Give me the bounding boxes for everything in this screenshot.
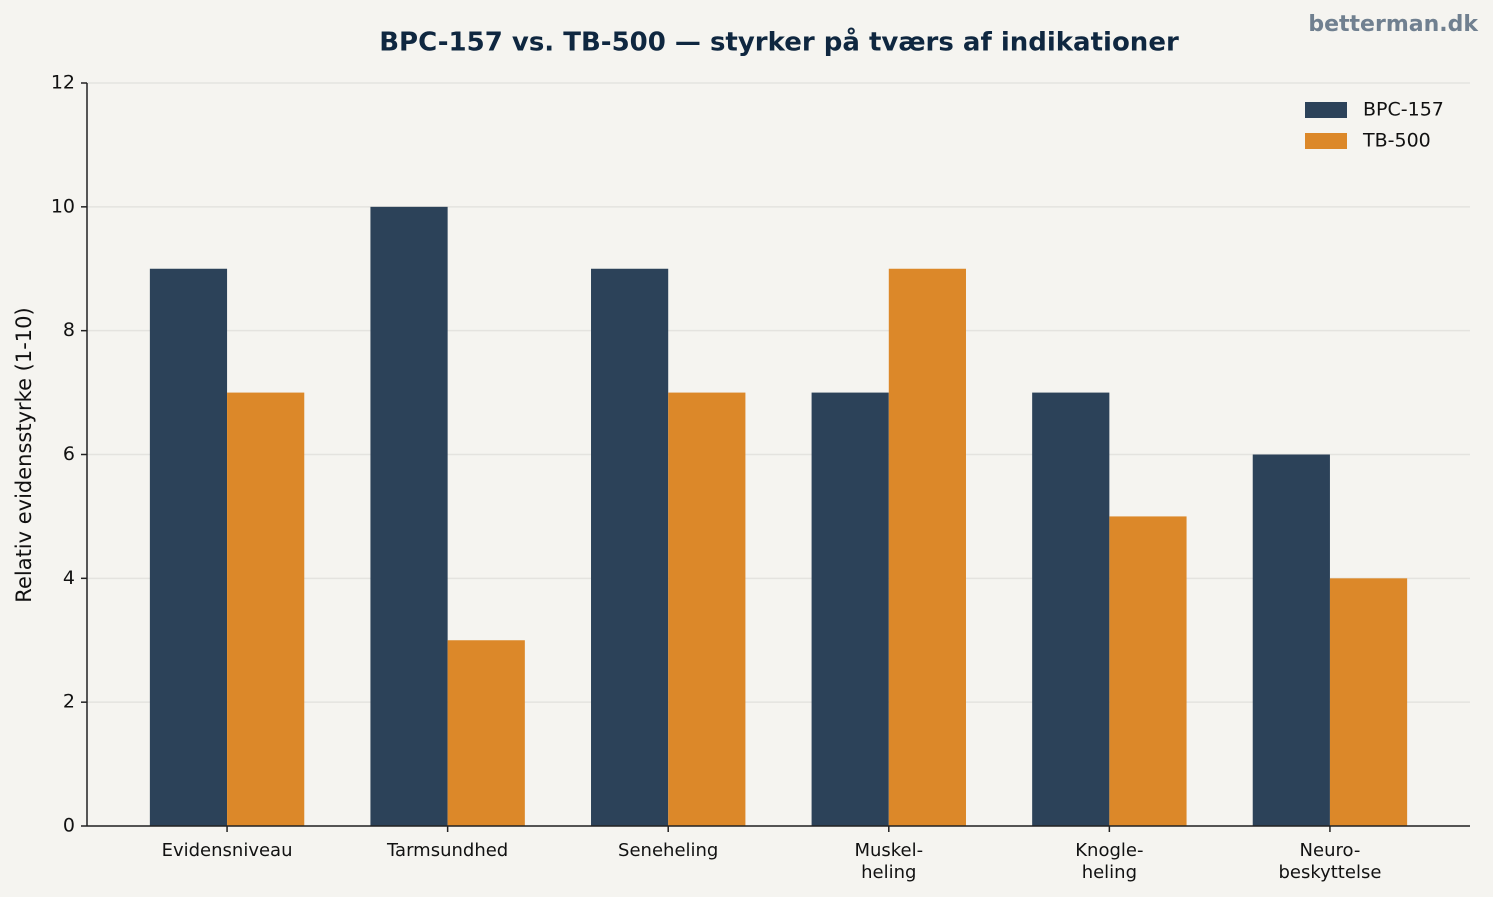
x-tick-label: Seneheling: [618, 840, 718, 861]
chart-title: BPC-157 vs. TB-500 — styrker på tværs af…: [379, 26, 1179, 58]
bar: [811, 392, 889, 826]
y-tick-label: 2: [63, 691, 75, 713]
y-tick-label: 6: [63, 443, 75, 465]
legend-swatch: [1305, 133, 1347, 149]
legend-label: BPC-157: [1363, 99, 1444, 121]
bar: [1109, 516, 1187, 826]
x-tick-label: Evidensniveau: [162, 840, 293, 861]
y-tick-label: 12: [51, 72, 75, 94]
bar: [591, 268, 669, 826]
bar: [1329, 578, 1408, 826]
bar: [149, 268, 228, 826]
bar: [370, 206, 448, 827]
x-tick-label: Tarmsundhed: [386, 840, 508, 861]
x-tick-label: Neuro-beskyttelse: [1278, 840, 1381, 883]
bar: [668, 392, 746, 826]
y-tick-label: 4: [63, 567, 75, 589]
bar: [1252, 454, 1330, 826]
y-tick-label: 8: [63, 319, 75, 341]
legend-swatch: [1305, 102, 1347, 118]
bar: [1032, 392, 1110, 826]
y-axis-label: Relativ evidensstyrke (1-10): [12, 307, 36, 602]
watermark: betterman.dk: [1308, 12, 1479, 37]
bar: [888, 268, 966, 826]
legend-label: TB-500: [1362, 130, 1431, 152]
x-tick-label: Muskel-heling: [854, 840, 923, 883]
y-tick-label: 10: [51, 195, 75, 217]
bar: [447, 640, 525, 826]
y-tick-label: 0: [63, 815, 75, 837]
x-tick-label: Knogle-heling: [1075, 840, 1143, 883]
bar: [227, 392, 305, 826]
